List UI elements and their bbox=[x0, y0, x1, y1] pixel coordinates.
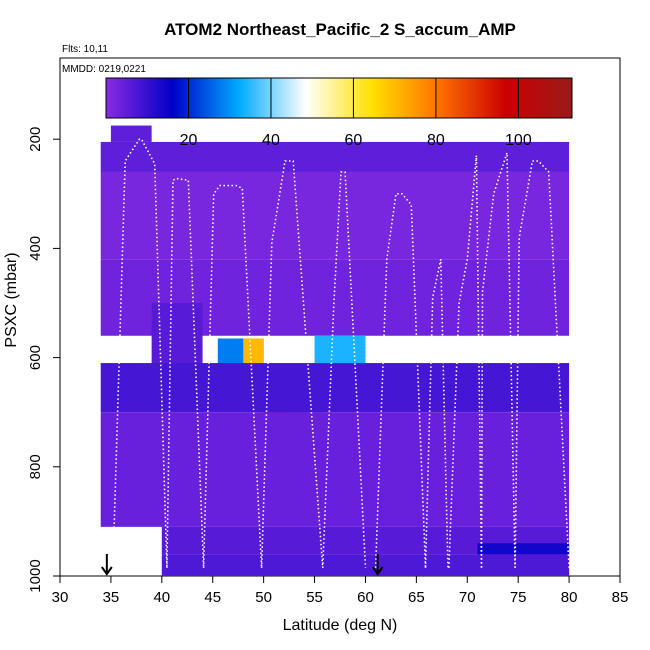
arrow-head bbox=[101, 566, 113, 576]
flight-profile bbox=[374, 193, 427, 568]
x-tick-label: 70 bbox=[459, 589, 476, 606]
flight-tracks bbox=[112, 138, 570, 568]
y-tick-label: 1000 bbox=[27, 559, 44, 592]
flight-profile bbox=[448, 155, 483, 568]
flight-profile bbox=[480, 152, 516, 568]
colorbar-tick-label: 40 bbox=[262, 132, 280, 149]
heatmap-cell bbox=[100, 412, 570, 527]
x-tick-label: 65 bbox=[408, 589, 425, 606]
x-tick-label: 35 bbox=[103, 589, 120, 606]
y-axis-label: PSXC (mbar) bbox=[3, 252, 20, 347]
y-tick-label: 200 bbox=[27, 127, 44, 152]
y-axis: 200 400 600 800 1000 bbox=[27, 127, 60, 593]
x-axis-label: Latitude (deg N) bbox=[283, 617, 398, 634]
dates-annotation: MMDD: 0219,0221 bbox=[62, 64, 146, 75]
x-tick-label: 50 bbox=[255, 589, 272, 606]
x-tick-label: 75 bbox=[510, 589, 527, 606]
x-tick-label: 60 bbox=[357, 589, 374, 606]
chart-title: ATOM2 Northeast_Pacific_2 S_accum_AMP bbox=[164, 20, 516, 39]
heatmap-cell bbox=[110, 125, 152, 142]
flight-profile bbox=[321, 171, 367, 568]
colorbar: 20 40 60 80 100 bbox=[105, 77, 573, 149]
heatmap-cell bbox=[100, 141, 570, 172]
x-tick-label: 55 bbox=[306, 589, 323, 606]
heatmap-cell bbox=[161, 554, 570, 576]
x-tick-label: 45 bbox=[204, 589, 221, 606]
colorbar-ticks: 20 40 60 80 100 bbox=[180, 78, 532, 149]
sampling-arrows bbox=[101, 554, 384, 576]
heatmap-cell bbox=[100, 171, 570, 260]
x-tick-label: 85 bbox=[612, 589, 629, 606]
colorbar-tick-label: 20 bbox=[180, 132, 198, 149]
x-tick-label: 30 bbox=[52, 589, 69, 606]
y-tick-label: 600 bbox=[27, 345, 44, 370]
heatmap-cell bbox=[243, 338, 264, 365]
x-tick-label: 40 bbox=[153, 589, 170, 606]
flight-profile bbox=[202, 184, 263, 568]
y-tick-label: 400 bbox=[27, 236, 44, 261]
heatmap-cell bbox=[100, 363, 570, 413]
arrow-head bbox=[371, 566, 384, 576]
colorbar-tick-label: 100 bbox=[505, 132, 532, 149]
colorbar-tick-label: 60 bbox=[345, 132, 363, 149]
x-tick-label: 80 bbox=[561, 589, 578, 606]
colorbar-gradient bbox=[105, 77, 573, 119]
colorbar-tick-label: 80 bbox=[427, 132, 445, 149]
x-axis: 30 35 40 45 50 55 60 65 70 75 80 85 bbox=[52, 576, 629, 606]
flight-profile bbox=[166, 177, 205, 568]
heatmap-cell bbox=[314, 335, 366, 364]
flight-profile bbox=[260, 160, 324, 568]
heatmap-cells bbox=[100, 125, 570, 576]
y-tick-label: 800 bbox=[27, 454, 44, 479]
flights-annotation: Flts: 10,11 bbox=[62, 44, 108, 55]
